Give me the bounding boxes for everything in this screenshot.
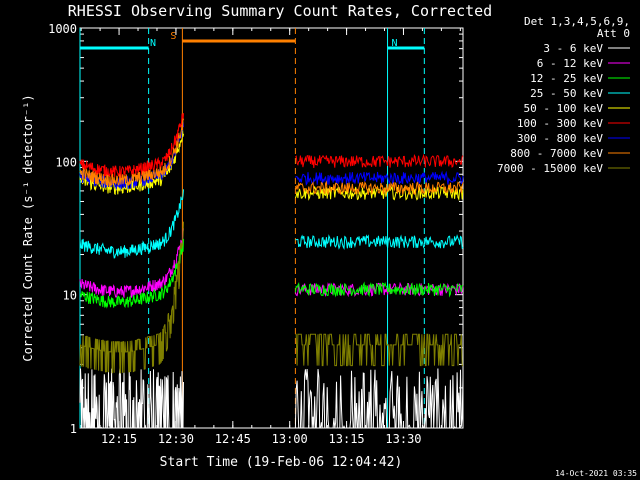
series-line xyxy=(79,221,184,374)
flag-label: N xyxy=(150,38,156,49)
chart-title: RHESSI Observing Summary Count Rates, Co… xyxy=(68,2,492,20)
series-line xyxy=(295,153,464,169)
series-100-300kev xyxy=(79,113,464,180)
series-line xyxy=(79,118,184,188)
series-25-50kev xyxy=(79,189,464,259)
plot-area: 12:15 12:30 12:45 13:00 13:15 13:30 1 10 100 1000… xyxy=(48,22,464,446)
y-tick-label: 1 xyxy=(70,422,77,436)
legend-entry-label: 3 - 6 keV xyxy=(543,42,603,55)
series-3-6kev xyxy=(79,368,464,430)
y-tick-label: 10 xyxy=(63,289,77,303)
series-line xyxy=(79,228,184,298)
legend-entry-label: 800 - 7000 keV xyxy=(510,147,603,160)
legend-header: Att 0 xyxy=(597,27,630,40)
y-tick-label: 100 xyxy=(55,155,77,169)
y-tick-label: 1000 xyxy=(48,22,77,36)
legend-entry-label: 50 - 100 keV xyxy=(524,102,604,115)
footer-date: 14-Oct-2021 03:35 xyxy=(555,469,637,478)
legend-entry-label: 7000 - 15000 keV xyxy=(497,162,603,175)
x-tick-label: 13:15 xyxy=(329,432,365,446)
series-line xyxy=(294,368,464,430)
y-axis-label: Corrected Count Rate (s⁻¹ detector⁻¹) xyxy=(21,94,35,361)
x-tick-label: 12:15 xyxy=(101,432,137,446)
legend-entry-label: 100 - 300 keV xyxy=(517,117,603,130)
series-12-25kev xyxy=(80,238,464,309)
flag-label: N xyxy=(392,38,398,49)
series-line xyxy=(295,170,464,186)
series-line xyxy=(79,113,184,180)
series-line xyxy=(79,189,184,259)
series-line xyxy=(295,333,463,367)
x-tick-label: 12:45 xyxy=(215,432,251,446)
series-800-7000kev xyxy=(79,118,464,196)
legend: Det 1,3,4,5,6,9,Att 0 3 - 6 keV 6 - 12 keV… xyxy=(497,15,630,175)
series-line xyxy=(294,281,464,298)
x-tick-label: 13:00 xyxy=(272,432,308,446)
series-7000-15000kev xyxy=(79,221,463,374)
series-line xyxy=(79,368,184,429)
flag-label: S xyxy=(170,31,176,42)
legend-entry-label: 25 - 50 keV xyxy=(530,87,603,100)
legend-entry-label: 12 - 25 keV xyxy=(530,72,603,85)
x-axis-label: Start Time (19-Feb-06 12:04:42) xyxy=(160,455,403,470)
x-tick-label: 12:30 xyxy=(158,432,194,446)
legend-header: Det 1,3,4,5,6,9, xyxy=(524,15,630,28)
series-line xyxy=(295,234,464,250)
legend-entry-label: 300 - 800 keV xyxy=(517,132,603,145)
series-line xyxy=(80,238,184,309)
series-line xyxy=(294,180,464,196)
legend-entry-label: 6 - 12 keV xyxy=(537,57,604,70)
x-tick-label: 13:30 xyxy=(385,432,421,446)
